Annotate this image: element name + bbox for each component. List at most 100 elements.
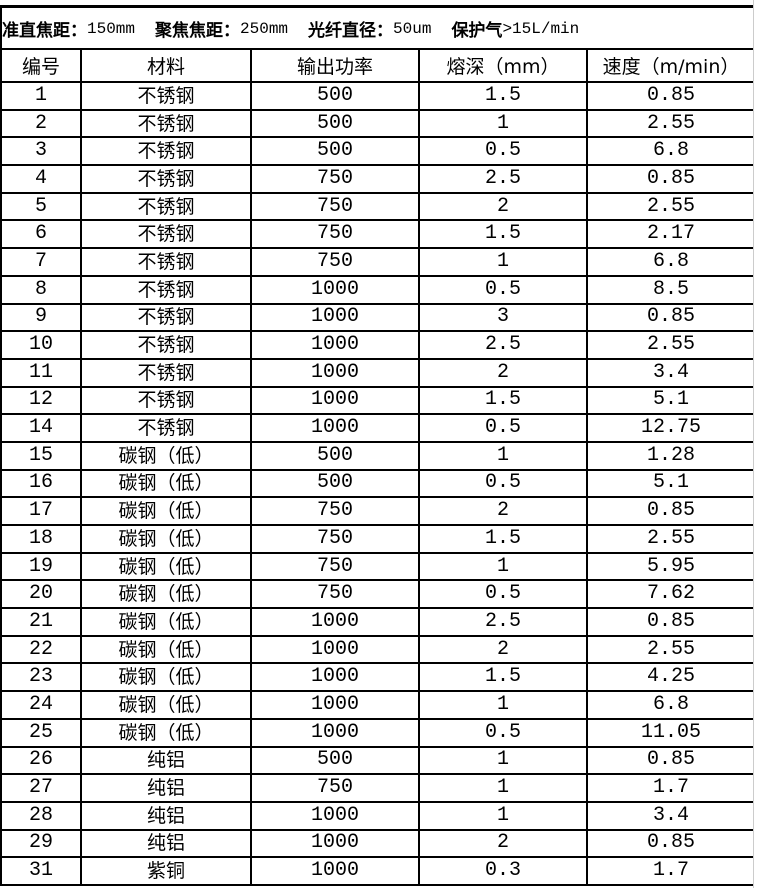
table-cell[interactable]: 0.5 [418, 274, 588, 305]
table-cell[interactable]: 不锈钢 [80, 330, 252, 360]
table-cell[interactable]: 750 [250, 496, 420, 526]
table-cell[interactable]: 1.5 [418, 219, 588, 250]
table-cell[interactable]: 1.7 [586, 773, 756, 803]
table-cell[interactable]: 750 [250, 773, 420, 803]
table-cell[interactable]: 20 [0, 579, 82, 610]
table-cell[interactable]: 碳钢（低） [80, 496, 252, 526]
table-cell[interactable]: 3.4 [586, 800, 756, 831]
table-cell[interactable]: 碳钢（低） [80, 717, 252, 748]
table-cell[interactable]: 3 [418, 302, 588, 333]
table-cell[interactable]: 21 [0, 607, 82, 637]
table-cell[interactable]: 1.28 [586, 440, 756, 471]
table-cell[interactable]: 25 [0, 717, 82, 748]
table-cell[interactable]: 3 [0, 136, 82, 167]
table-cell[interactable]: 0.85 [586, 496, 756, 526]
table-cell[interactable]: 碳钢（低） [80, 579, 252, 610]
table-cell[interactable]: 2 [418, 357, 588, 388]
table-cell[interactable]: 0.85 [586, 745, 756, 776]
table-cell[interactable]: 不锈钢 [80, 219, 252, 250]
table-cell[interactable]: 500 [250, 108, 420, 139]
column-header[interactable]: 材料 [80, 48, 252, 83]
table-cell[interactable]: 12.75 [586, 413, 756, 443]
table-cell[interactable]: 2.5 [418, 607, 588, 637]
table-cell[interactable]: 1000 [250, 413, 420, 443]
table-cell[interactable]: 0.85 [586, 164, 756, 194]
table-cell[interactable]: 17 [0, 496, 82, 526]
table-cell[interactable]: 6.8 [586, 247, 756, 277]
table-cell[interactable]: 9 [0, 302, 82, 333]
table-cell[interactable]: 1000 [250, 717, 420, 748]
table-cell[interactable]: 1 [418, 247, 588, 277]
table-cell[interactable]: 750 [250, 524, 420, 554]
table-cell[interactable]: 2 [0, 108, 82, 139]
table-cell[interactable]: 11.05 [586, 717, 756, 748]
table-cell[interactable]: 1.7 [586, 856, 756, 886]
table-cell[interactable]: 不锈钢 [80, 413, 252, 443]
table-cell[interactable]: 31 [0, 856, 82, 886]
table-cell[interactable]: 500 [250, 440, 420, 471]
table-cell[interactable]: 不锈钢 [80, 164, 252, 194]
table-cell[interactable]: 不锈钢 [80, 81, 252, 111]
table-cell[interactable]: 不锈钢 [80, 108, 252, 139]
table-cell[interactable]: 11 [0, 357, 82, 388]
table-cell[interactable]: 0.85 [586, 81, 756, 111]
column-header[interactable]: 编号 [0, 48, 82, 83]
table-cell[interactable]: 不锈钢 [80, 247, 252, 277]
table-cell[interactable]: 2.55 [586, 191, 756, 222]
table-cell[interactable]: 15 [0, 440, 82, 471]
table-cell[interactable]: 1000 [250, 385, 420, 416]
table-cell[interactable]: 1000 [250, 330, 420, 360]
table-cell[interactable]: 0.5 [418, 579, 588, 610]
table-cell[interactable]: 0.5 [418, 413, 588, 443]
table-cell[interactable]: 5.1 [586, 468, 756, 499]
table-cell[interactable]: 500 [250, 81, 420, 111]
table-cell[interactable]: 不锈钢 [80, 136, 252, 167]
table-cell[interactable]: 6.8 [586, 690, 756, 720]
table-cell[interactable]: 碳钢（低） [80, 690, 252, 720]
table-cell[interactable]: 1 [418, 690, 588, 720]
table-cell[interactable]: 碳钢（低） [80, 607, 252, 637]
table-cell[interactable]: 0.5 [418, 136, 588, 167]
table-cell[interactable]: 1.5 [418, 81, 588, 111]
table-cell[interactable]: 不锈钢 [80, 357, 252, 388]
table-cell[interactable]: 5 [0, 191, 82, 222]
table-cell[interactable]: 0.85 [586, 828, 756, 859]
table-cell[interactable]: 22 [0, 634, 82, 665]
table-cell[interactable]: 0.5 [418, 468, 588, 499]
table-cell[interactable]: 1 [418, 745, 588, 776]
table-cell[interactable]: 7 [0, 247, 82, 277]
table-cell[interactable]: 不锈钢 [80, 385, 252, 416]
table-cell[interactable]: 1.5 [418, 385, 588, 416]
table-cell[interactable]: 5.95 [586, 551, 756, 582]
table-cell[interactable]: 1 [418, 440, 588, 471]
table-cell[interactable]: 1000 [250, 690, 420, 720]
table-cell[interactable]: 不锈钢 [80, 302, 252, 333]
table-cell[interactable]: 纯铝 [80, 800, 252, 831]
table-cell[interactable]: 10 [0, 330, 82, 360]
table-cell[interactable]: 14 [0, 413, 82, 443]
table-cell[interactable]: 纯铝 [80, 773, 252, 803]
table-cell[interactable]: 碳钢（低） [80, 440, 252, 471]
table-cell[interactable]: 2.55 [586, 330, 756, 360]
table-cell[interactable]: 碳钢（低） [80, 634, 252, 665]
table-cell[interactable]: 500 [250, 136, 420, 167]
table-cell[interactable]: 750 [250, 191, 420, 222]
table-cell[interactable]: 1000 [250, 302, 420, 333]
table-cell[interactable]: 1000 [250, 274, 420, 305]
table-cell[interactable]: 2 [418, 191, 588, 222]
table-cell[interactable]: 19 [0, 551, 82, 582]
table-cell[interactable]: 2.55 [586, 524, 756, 554]
table-cell[interactable]: 0.85 [586, 607, 756, 637]
table-cell[interactable]: 4 [0, 164, 82, 194]
table-cell[interactable]: 1000 [250, 634, 420, 665]
table-cell[interactable]: 750 [250, 219, 420, 250]
table-cell[interactable]: 750 [250, 247, 420, 277]
table-cell[interactable]: 6 [0, 219, 82, 250]
table-cell[interactable]: 2 [418, 496, 588, 526]
parameters-title-row[interactable]: 准直焦距： 150mm 聚焦焦距： 250mm 光纤直径： 50um 保护气 >15L/min [0, 6, 756, 49]
table-cell[interactable]: 6.8 [586, 136, 756, 167]
table-cell[interactable]: 碳钢（低） [80, 468, 252, 499]
table-cell[interactable]: 28 [0, 800, 82, 831]
table-cell[interactable]: 4.25 [586, 662, 756, 693]
table-cell[interactable]: 2.17 [586, 219, 756, 250]
